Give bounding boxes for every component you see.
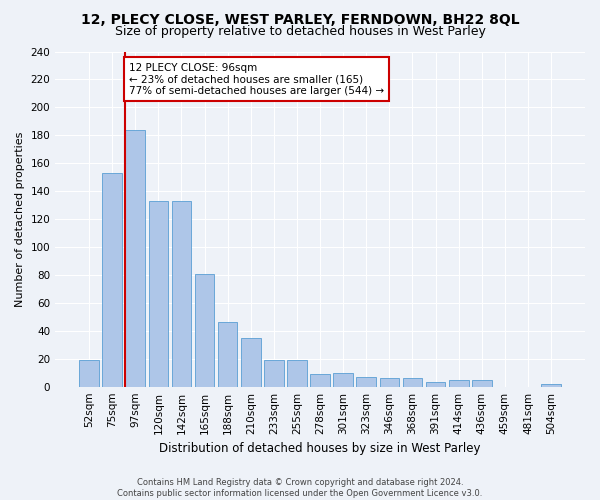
Bar bbox=[403, 378, 422, 386]
Y-axis label: Number of detached properties: Number of detached properties bbox=[15, 132, 25, 307]
Bar bbox=[241, 338, 260, 386]
X-axis label: Distribution of detached houses by size in West Parley: Distribution of detached houses by size … bbox=[160, 442, 481, 455]
Bar bbox=[287, 360, 307, 386]
Bar bbox=[380, 378, 399, 386]
Bar bbox=[172, 201, 191, 386]
Bar bbox=[218, 322, 238, 386]
Bar bbox=[264, 360, 284, 386]
Bar bbox=[449, 380, 469, 386]
Text: 12 PLECY CLOSE: 96sqm
← 23% of detached houses are smaller (165)
77% of semi-det: 12 PLECY CLOSE: 96sqm ← 23% of detached … bbox=[129, 62, 384, 96]
Bar bbox=[125, 130, 145, 386]
Bar bbox=[103, 173, 122, 386]
Bar bbox=[79, 360, 99, 386]
Bar bbox=[356, 377, 376, 386]
Text: Size of property relative to detached houses in West Parley: Size of property relative to detached ho… bbox=[115, 25, 485, 38]
Bar bbox=[310, 374, 330, 386]
Text: Contains HM Land Registry data © Crown copyright and database right 2024.
Contai: Contains HM Land Registry data © Crown c… bbox=[118, 478, 482, 498]
Bar bbox=[472, 380, 491, 386]
Bar bbox=[195, 274, 214, 386]
Bar bbox=[541, 384, 561, 386]
Bar bbox=[426, 382, 445, 386]
Text: 12, PLECY CLOSE, WEST PARLEY, FERNDOWN, BH22 8QL: 12, PLECY CLOSE, WEST PARLEY, FERNDOWN, … bbox=[80, 12, 520, 26]
Bar bbox=[334, 372, 353, 386]
Bar bbox=[149, 201, 168, 386]
